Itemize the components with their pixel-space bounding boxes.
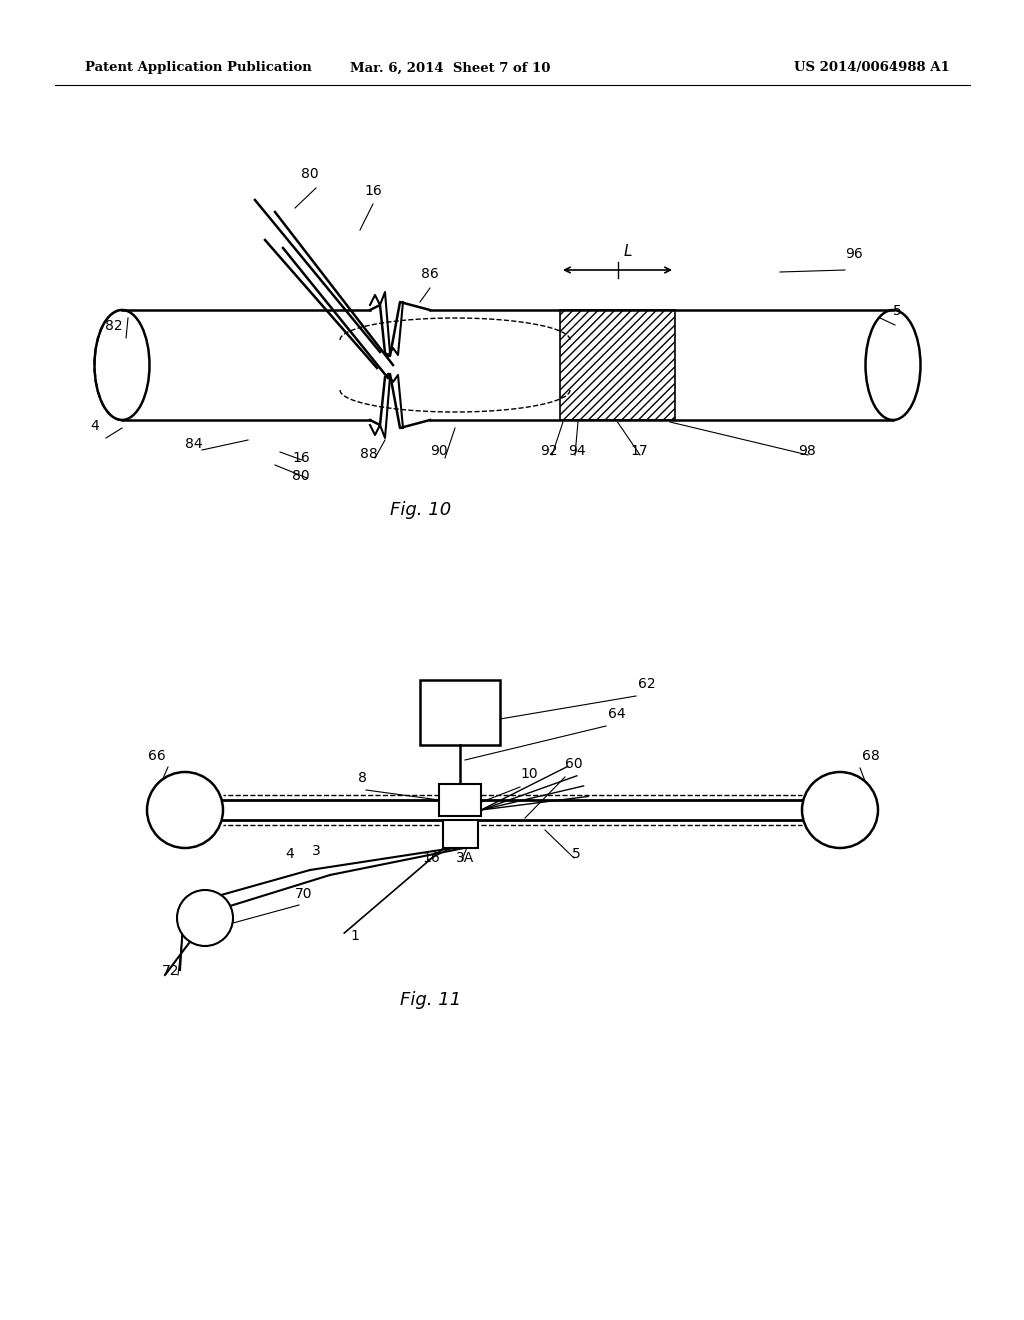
Text: 60: 60 (565, 756, 583, 771)
Text: 68: 68 (862, 748, 880, 763)
Circle shape (177, 890, 233, 946)
Text: 62: 62 (638, 677, 655, 690)
Text: 88: 88 (360, 447, 378, 461)
Text: 16: 16 (365, 183, 382, 198)
Text: 3A: 3A (456, 851, 474, 865)
Bar (420, 680, 500, 744)
Text: 17: 17 (630, 444, 647, 458)
Text: 70: 70 (295, 887, 312, 902)
Text: Fig. 10: Fig. 10 (390, 502, 452, 519)
Text: US 2014/0064988 A1: US 2014/0064988 A1 (795, 62, 950, 74)
Bar (560, 310, 675, 420)
Text: 4: 4 (285, 847, 294, 861)
Text: 72: 72 (162, 964, 179, 978)
Text: 4: 4 (90, 418, 98, 433)
Text: 84: 84 (185, 437, 203, 451)
Text: 80: 80 (301, 168, 318, 181)
Text: 10: 10 (520, 767, 538, 781)
Text: 90: 90 (430, 444, 447, 458)
Text: 80: 80 (292, 469, 309, 483)
Circle shape (147, 772, 223, 847)
Text: 66: 66 (148, 748, 166, 763)
Text: 3: 3 (312, 843, 321, 858)
Text: 16: 16 (422, 851, 439, 865)
Text: 64: 64 (608, 708, 626, 721)
Text: Mar. 6, 2014  Sheet 7 of 10: Mar. 6, 2014 Sheet 7 of 10 (350, 62, 550, 74)
Text: 1: 1 (350, 929, 358, 942)
Text: Fig. 11: Fig. 11 (400, 991, 461, 1008)
Bar (439, 784, 481, 816)
Text: L: L (624, 244, 632, 260)
Text: 5: 5 (572, 847, 581, 861)
Text: 94: 94 (568, 444, 586, 458)
Text: 98: 98 (798, 444, 816, 458)
Circle shape (802, 772, 878, 847)
Text: 86: 86 (421, 267, 439, 281)
Text: 96: 96 (845, 247, 863, 261)
Text: Patent Application Publication: Patent Application Publication (85, 62, 311, 74)
Text: 8: 8 (358, 771, 367, 785)
Text: 16: 16 (292, 451, 309, 465)
Text: 92: 92 (540, 444, 558, 458)
Bar (443, 820, 478, 847)
Text: 5: 5 (893, 304, 902, 318)
Text: 82: 82 (105, 319, 123, 333)
